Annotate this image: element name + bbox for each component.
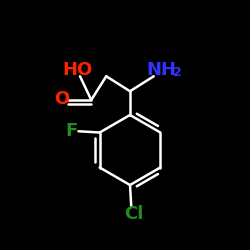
- Text: O: O: [54, 90, 69, 108]
- Text: F: F: [65, 122, 78, 140]
- Text: 2: 2: [173, 66, 182, 80]
- Text: Cl: Cl: [124, 205, 144, 223]
- Text: HO: HO: [62, 61, 93, 79]
- Text: NH: NH: [146, 61, 176, 79]
